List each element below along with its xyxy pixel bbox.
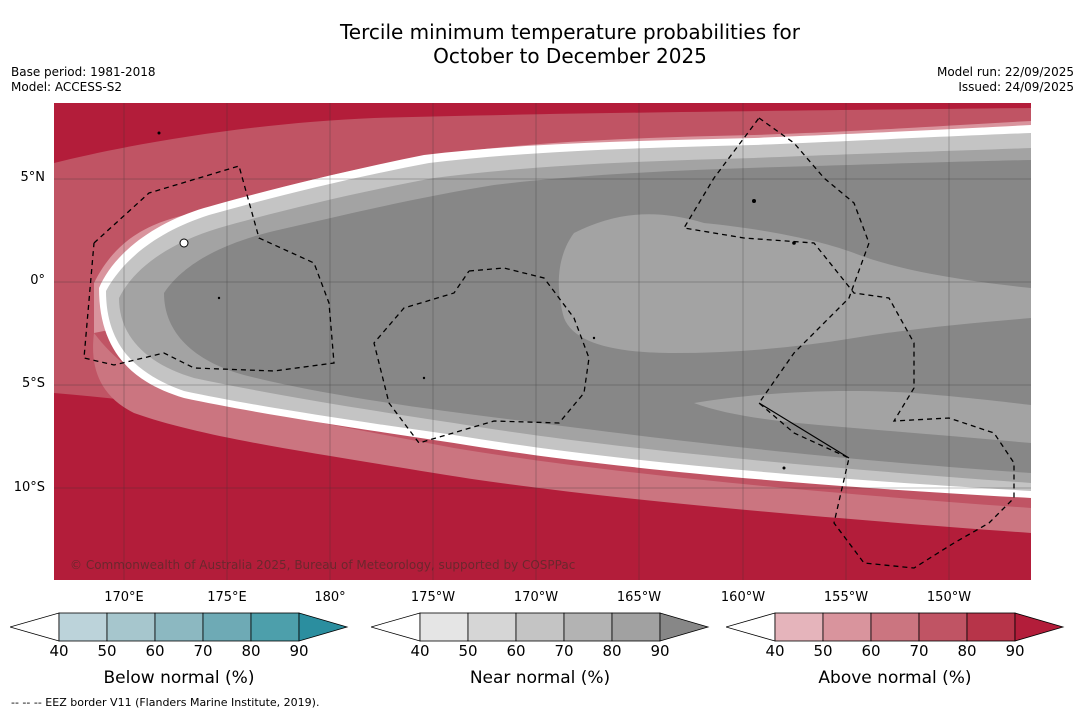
swatch-above-2 <box>870 612 920 642</box>
swatch-near-2 <box>515 612 565 642</box>
below-normal-label: Below normal (%) <box>103 668 255 688</box>
swatch-below-2 <box>154 612 204 642</box>
lon-label-165w: 165°W <box>616 590 662 605</box>
swatch-near-3 <box>563 612 613 642</box>
eez-footnote: -- -- -- EEZ border V11 (Flanders Marine… <box>11 696 320 709</box>
swatch-below-0 <box>58 612 108 642</box>
lon-label-170w: 170°W <box>513 590 559 605</box>
tick-40: 40 <box>49 642 69 660</box>
copyright-notice: © Commonwealth of Australia 2025, Bureau… <box>70 558 576 572</box>
eez-tokelau-samoa <box>373 267 590 444</box>
tick-80: 80 <box>957 642 977 660</box>
swatch-above-5 <box>1014 612 1065 642</box>
south-band-pink <box>93 333 1031 533</box>
eez-kiribati-line <box>682 117 1015 569</box>
title-line-1: Tercile minimum temperature probabilitie… <box>339 20 801 44</box>
colorbar-near: 40 50 60 70 80 90 Near normal (%) <box>371 612 711 688</box>
lat-label-0: 0° <box>30 273 45 288</box>
tick-90: 90 <box>1005 642 1025 660</box>
eez-tuvalu <box>83 165 335 372</box>
swatch-near-0 <box>419 612 469 642</box>
issued-date: Issued: 24/09/2025 <box>958 80 1074 94</box>
tick-40: 40 <box>765 642 785 660</box>
swatch-near-5 <box>659 612 710 642</box>
swatch-near-1 <box>467 612 517 642</box>
swatch-above-0 <box>774 612 824 642</box>
colorbar-above: 40 50 60 70 80 90 Above normal (%) <box>726 612 1066 688</box>
lat-label-5s: 5°S <box>21 376 45 391</box>
tick-60: 60 <box>861 642 881 660</box>
tick-60: 60 <box>145 642 165 660</box>
near-normal-label: Near normal (%) <box>469 668 611 688</box>
tick-70: 70 <box>554 642 574 660</box>
probability-map <box>54 103 1031 580</box>
colorbar-below-ticks: 40 50 60 70 80 90 <box>10 642 350 662</box>
swatch-below-3 <box>202 612 252 642</box>
colorbar-below: 40 50 60 70 80 90 Below normal (%) <box>10 612 350 688</box>
tick-50: 50 <box>458 642 478 660</box>
lon-label-170e: 170°E <box>104 590 144 605</box>
tick-90: 90 <box>289 642 309 660</box>
swatch-above-3 <box>918 612 968 642</box>
swatch-below-5 <box>298 612 349 642</box>
colorbar-near-ticks: 40 50 60 70 80 90 <box>371 642 711 662</box>
tick-70: 70 <box>909 642 929 660</box>
tick-70: 70 <box>193 642 213 660</box>
lon-label-160w: 160°W <box>720 590 766 605</box>
colorbar-above-swatches <box>726 612 1065 642</box>
near-light-patch-2 <box>694 391 1031 443</box>
lat-label-10s: 10°S <box>13 480 45 495</box>
swatch-near-4 <box>611 612 661 642</box>
eez-borders <box>83 117 1015 569</box>
tick-60: 60 <box>506 642 526 660</box>
eez-solid <box>758 402 850 459</box>
swatch-above-1 <box>822 612 872 642</box>
lat-label-5n: 5°N <box>20 170 46 185</box>
tick-50: 50 <box>813 642 833 660</box>
tick-80: 80 <box>241 642 261 660</box>
meta-left: Base period: 1981-2018 Model: ACCESS-S2 <box>11 65 156 95</box>
model-name: Model: ACCESS-S2 <box>11 80 123 94</box>
tick-50: 50 <box>97 642 117 660</box>
model-run: Model run: 22/09/2025 <box>936 65 1074 79</box>
lon-label-155w: 155°W <box>823 590 869 605</box>
colorbar-above-ticks: 40 50 60 70 80 90 <box>726 642 1066 662</box>
colorbar-near-swatches <box>371 612 710 642</box>
lon-label-180: 180° <box>314 590 346 605</box>
chart-title: Tercile minimum temperature probabilitie… <box>0 20 1085 68</box>
meta-right: Model run: 22/09/2025 Issued: 24/09/2025 <box>937 65 1074 95</box>
colorbar-below-swatches <box>10 612 349 642</box>
graticule <box>54 103 1031 580</box>
title-line-2: October to December 2025 <box>433 44 707 68</box>
above-normal-label: Above normal (%) <box>818 668 972 688</box>
near-light-patch-1 <box>558 214 1031 353</box>
swatch-below-1 <box>106 612 156 642</box>
swatch-above-4 <box>966 612 1016 642</box>
tick-80: 80 <box>602 642 622 660</box>
lon-label-175w: 175°W <box>410 590 456 605</box>
tick-40: 40 <box>410 642 430 660</box>
lon-label-175e: 175°E <box>207 590 247 605</box>
base-period: Base period: 1981-2018 <box>11 65 156 79</box>
lon-label-150w: 150°W <box>926 590 972 605</box>
islands <box>157 131 796 470</box>
tick-90: 90 <box>650 642 670 660</box>
swatch-below-4 <box>250 612 300 642</box>
